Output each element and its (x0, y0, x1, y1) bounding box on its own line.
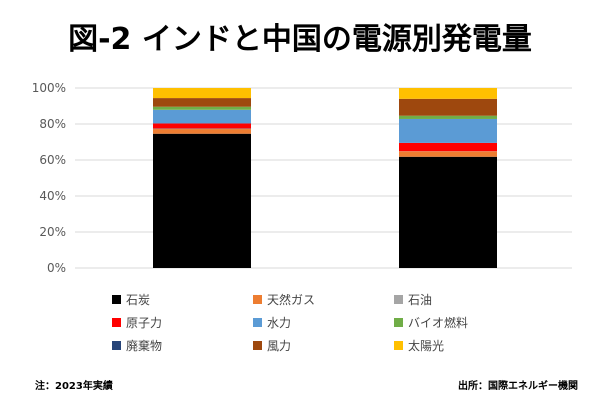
legend-item: 石油 (394, 290, 535, 308)
legend: 石炭 天然ガス 石油原子力 水力 バイオ燃料廃棄物 風力 太陽光 (112, 290, 535, 354)
bar-segment (153, 129, 251, 134)
legend-swatch (394, 340, 403, 350)
legend-swatch (253, 294, 262, 304)
y-tick-label: 60% (39, 153, 66, 167)
legend-item: 石炭 (112, 290, 253, 308)
bar-segment (399, 98, 497, 116)
chart-title: 図-2 インドと中国の電源別発電量 (68, 22, 532, 57)
bar-segment (399, 118, 497, 143)
legend-label: 水力 (267, 315, 292, 330)
legend-item: バイオ燃料 (394, 313, 535, 331)
legend-item: 太陽光 (394, 336, 535, 354)
y-tick-label: 80% (39, 117, 66, 131)
bar-segment (153, 88, 251, 99)
legend-item: 原子力 (112, 313, 253, 331)
y-tick-label: 100% (32, 81, 66, 95)
legend-swatch (253, 317, 262, 327)
legend-swatch (112, 294, 121, 304)
legend-label: 天然ガス (267, 292, 316, 307)
legend-swatch (112, 317, 121, 327)
y-tick-label: 0% (47, 261, 66, 275)
bar-segment (153, 106, 251, 110)
legend-label: 廃棄物 (126, 338, 163, 353)
legend-label: 石炭 (126, 292, 151, 307)
y-tick-label: 40% (39, 189, 66, 203)
legend-swatch (112, 340, 121, 350)
legend-label: 石油 (408, 292, 433, 307)
bar-segment (153, 98, 251, 107)
bar-segment (399, 88, 497, 99)
bar-segment (153, 109, 251, 124)
bar-segment (153, 133, 251, 268)
note: 注：2023年実績 (35, 381, 113, 392)
bar-segment (399, 151, 497, 157)
bar-segment (153, 123, 251, 129)
legend-item: 風力 (253, 336, 394, 354)
y-tick-label: 20% (39, 225, 66, 239)
legend-label: 原子力 (126, 315, 163, 330)
bar-segment (399, 142, 497, 152)
bar-segment (399, 156, 497, 268)
legend-item: 廃棄物 (112, 336, 253, 354)
legend-item: 天然ガス (253, 290, 394, 308)
bar-segment (153, 128, 251, 130)
legend-swatch (253, 340, 262, 350)
legend-item: 水力 (253, 313, 394, 331)
legend-label: 太陽光 (408, 338, 445, 353)
legend-swatch (394, 317, 403, 327)
legend-label: バイオ燃料 (408, 315, 469, 330)
source: 出所：国際エネルギー機関 (458, 381, 578, 392)
legend-label: 風力 (267, 338, 292, 353)
legend-swatch (394, 294, 403, 304)
bar-segment (399, 115, 497, 119)
